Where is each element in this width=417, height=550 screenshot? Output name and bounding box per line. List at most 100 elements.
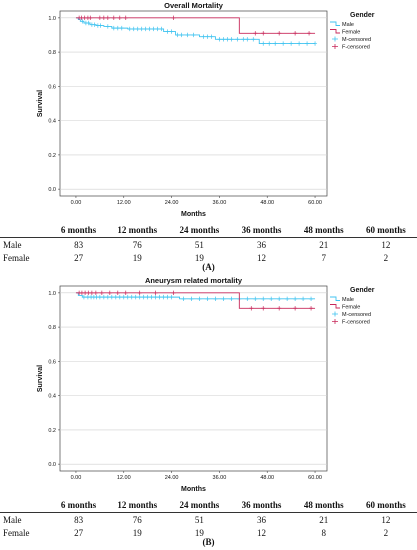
censor-mark-male	[285, 296, 290, 302]
legend-item-label: Female	[342, 305, 360, 311]
risk-table-a: 6 months 12 months 24 months 36 months 4…	[0, 223, 417, 264]
legend-item-label: Male	[342, 297, 354, 303]
x-tick-label: 12.00	[117, 200, 131, 206]
aneurysm-mortality-chart: Aneurysm related mortality 0.0 0.2 0.4 0.6 0.…	[37, 276, 375, 493]
x-axis-label: Months	[181, 211, 206, 218]
censor-mark-male	[261, 41, 266, 46]
x-tick-label: 36.00	[213, 475, 227, 481]
legend-censor-symbol	[332, 36, 338, 42]
risk-col-header: 36 months	[230, 223, 293, 238]
censor-mark-female	[117, 15, 122, 21]
censor-mark-male	[221, 37, 226, 42]
censor-mark-male	[117, 294, 122, 300]
censor-mark-male	[229, 296, 234, 302]
legend-title: Gender	[350, 12, 375, 19]
censor-mark-male	[151, 26, 156, 32]
risk-cell: 12	[381, 239, 391, 250]
censor-mark-male	[101, 294, 106, 300]
legend-item-label: Female	[342, 30, 360, 36]
y-axis-label: Survival	[37, 90, 44, 117]
censor-mark-male	[165, 294, 170, 300]
risk-col-header: 60 months	[354, 498, 417, 513]
x-tick-label: 24.00	[165, 200, 179, 206]
censor-mark-male	[245, 37, 250, 42]
y-tick-label: 0.6	[48, 84, 56, 90]
censor-mark-male	[313, 41, 318, 46]
censor-mark-male	[113, 294, 118, 300]
risk-col-header: 48 months	[292, 498, 355, 513]
risk-cell: 36	[257, 514, 267, 525]
risk-cell: 51	[194, 239, 204, 250]
censor-mark-male	[109, 294, 114, 300]
censor-mark-male	[147, 26, 152, 32]
censor-mark-female	[309, 306, 314, 311]
risk-cell: 8	[321, 527, 326, 538]
censor-mark-male	[135, 26, 140, 32]
censor-mark-male	[81, 294, 86, 300]
overall-mortality-chart: Overall Mortality 0.0 0.2 0.4 0.6 0.8 1.0 0.00 1…	[37, 1, 375, 218]
risk-cell: 12	[257, 252, 267, 263]
legend-censor-symbol	[332, 311, 338, 317]
censor-mark-male	[86, 20, 91, 26]
risk-cell: 51	[194, 514, 204, 525]
legend-line-symbol	[330, 296, 340, 301]
censor-mark-female	[123, 15, 128, 21]
censor-mark-male	[153, 294, 158, 300]
censor-mark-female	[107, 290, 112, 296]
risk-cell: 12	[381, 514, 391, 525]
risk-row-label: Female	[3, 252, 30, 263]
censor-mark-male	[197, 296, 202, 302]
censor-mark-female	[86, 290, 91, 296]
risk-col-header: 60 months	[354, 223, 417, 238]
censor-mark-male	[205, 296, 210, 302]
censor-mark-male	[297, 41, 302, 46]
censor-mark-male	[169, 294, 174, 300]
legend-item-label: Male	[342, 22, 354, 28]
censor-mark-male	[143, 26, 148, 32]
censor-mark-male	[159, 26, 164, 32]
y-tick-label: 0.8	[48, 50, 56, 56]
censor-mark-male	[127, 26, 132, 32]
censor-mark-male	[253, 296, 258, 302]
censor-mark-male	[191, 32, 196, 38]
censor-mark-female	[307, 31, 312, 36]
censor-mark-male	[139, 26, 144, 32]
table-row: Male 83 76 51 36 21 12	[0, 513, 417, 527]
censor-mark-female	[123, 290, 128, 296]
censor-mark-male	[217, 37, 222, 42]
risk-col-header: 12 months	[106, 498, 169, 513]
risk-row-label: Male	[3, 514, 22, 525]
chart-title: Overall Mortality	[164, 1, 224, 10]
x-axis-label: Months	[181, 486, 206, 493]
censor-mark-male	[309, 296, 314, 302]
x-tick-label: 60.00	[308, 200, 322, 206]
censor-mark-male	[301, 296, 306, 302]
legend-line-symbol	[330, 29, 340, 34]
censor-mark-male	[273, 41, 278, 46]
panel-label-a: (A)	[202, 262, 215, 272]
censor-mark-male	[209, 34, 214, 39]
censor-mark-male	[229, 37, 234, 42]
censor-mark-male	[121, 294, 126, 300]
panel-a: Overall Mortality 0.0 0.2 0.4 0.6 0.8 1.0 0.00 1…	[0, 1, 417, 272]
censor-mark-male	[157, 294, 162, 300]
censor-mark-male	[213, 296, 218, 302]
x-tick-label: 48.00	[260, 200, 274, 206]
y-tick-label: 0.6	[48, 359, 56, 365]
risk-cell: 2	[383, 252, 389, 263]
censor-mark-male	[225, 37, 230, 42]
censor-mark-female	[99, 290, 104, 296]
risk-cell: 36	[257, 239, 267, 250]
x-tick-label: 12.00	[117, 475, 131, 481]
censor-mark-male	[161, 294, 166, 300]
censor-mark-male	[221, 296, 226, 302]
x-tick-label: 0.00	[71, 475, 82, 481]
risk-table-corner	[0, 498, 51, 513]
censor-mark-male	[205, 34, 210, 39]
censor-mark-male	[305, 41, 310, 46]
risk-cell: 19	[194, 527, 204, 538]
censor-mark-female	[171, 290, 176, 296]
plot-area	[59, 285, 328, 472]
y-tick-label: 0.4	[48, 394, 56, 400]
risk-cell: 12	[257, 527, 267, 538]
